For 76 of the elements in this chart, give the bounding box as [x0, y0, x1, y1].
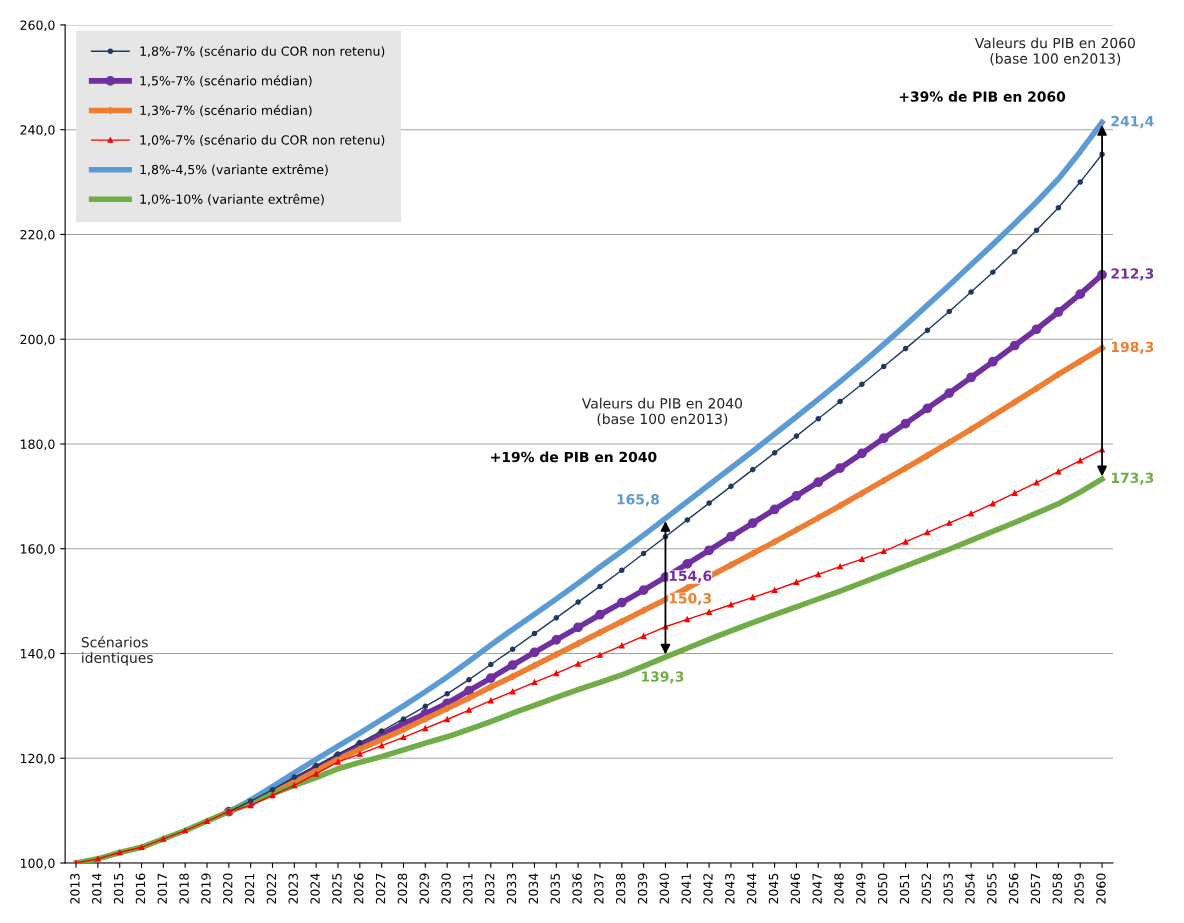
x-tick-label: 2033 — [506, 873, 517, 904]
annotation: +39% de PIB en 2060 — [899, 91, 1066, 102]
x-tick-label: 2024 — [310, 873, 320, 904]
x-tick-label: 2047 — [812, 873, 822, 904]
y-tick-label: 220,0 — [20, 229, 55, 241]
x-tick-label: 2021 — [244, 873, 255, 904]
annotation: 154,6 — [669, 570, 712, 583]
x-tick-label: 2040 — [659, 873, 670, 904]
annotation: 173,3 — [1111, 472, 1154, 485]
x-tick-label: 2013 — [70, 873, 80, 904]
x-tick-label: 2060 — [1096, 873, 1106, 904]
x-tick-label: 2030 — [441, 873, 451, 904]
legend-label: 1,0%-7% (scénario du COR non retenu) — [140, 134, 385, 147]
annotation: 212,3 — [1111, 268, 1154, 281]
x-tick-label: 2050 — [877, 873, 888, 904]
annotation: 165,8 — [617, 494, 660, 507]
x-tick-label: 2042 — [703, 873, 713, 904]
legend-label: 1,8%-7% (scénario du COR non retenu) — [140, 45, 385, 58]
x-tick-label: 2057 — [1030, 873, 1041, 904]
x-tick-label: 2046 — [790, 873, 801, 904]
x-tick-label: 2028 — [397, 873, 408, 904]
x-tick-label: 2051 — [899, 873, 910, 904]
x-tick-label: 2059 — [1074, 873, 1084, 904]
x-tick-label: 2023 — [288, 873, 298, 904]
annotation: Valeurs du PIB en 2040 (base 100 en2013) — [581, 397, 742, 426]
x-tick-label: 2014 — [92, 873, 102, 904]
x-tick-label: 2056 — [1008, 873, 1019, 904]
annotation: 198,3 — [1111, 341, 1154, 354]
y-tick-label: 260,0 — [20, 20, 55, 32]
x-tick-label: 2049 — [856, 873, 866, 904]
x-tick-label: 2048 — [834, 873, 844, 904]
x-tick-label: 2016 — [135, 873, 146, 904]
x-tick-label: 2034 — [528, 873, 539, 904]
x-tick-label: 2053 — [943, 873, 953, 904]
y-tick-label: 120,0 — [20, 753, 55, 765]
y-tick-label: 200,0 — [20, 334, 55, 346]
x-tick-label: 2037 — [594, 873, 604, 904]
x-tick-label: 2055 — [987, 873, 997, 904]
x-tick-label: 2052 — [921, 873, 932, 904]
y-tick-label: 180,0 — [20, 439, 55, 451]
x-tick-label: 2019 — [201, 873, 211, 904]
x-tick-label: 2018 — [179, 873, 189, 904]
y-tick-label: 160,0 — [20, 544, 55, 555]
x-tick-label: 2032 — [484, 873, 495, 904]
legend-label: 1,5%-7% (scénario médian) — [140, 75, 312, 87]
y-tick-label: 100,0 — [20, 858, 55, 870]
annotation: 139,3 — [642, 671, 684, 684]
x-tick-label: 2043 — [725, 873, 735, 904]
x-tick-label: 2036 — [572, 873, 582, 904]
annotation: 150,3 — [669, 593, 712, 606]
x-tick-label: 2038 — [615, 873, 626, 904]
x-tick-label: 2039 — [637, 873, 648, 904]
x-tick-label: 2026 — [354, 873, 364, 904]
x-tick-label: 2022 — [266, 873, 277, 904]
annotation: +19% de PIB en 2040 — [491, 451, 657, 463]
annotation: Scénarios identiques — [81, 636, 153, 666]
x-tick-label: 2027 — [375, 873, 386, 904]
legend-label: 1,3%-7% (scénario médian) — [140, 104, 312, 117]
x-tick-label: 2035 — [550, 873, 560, 904]
legend-label: 1,0%-10% (variante extrême) — [140, 193, 324, 206]
x-tick-label: 2029 — [419, 873, 429, 904]
x-tick-label: 2058 — [1052, 873, 1063, 904]
annotation: Valeurs du PIB en 2060 (base 100 en2013) — [974, 37, 1135, 66]
x-tick-label: 2017 — [157, 873, 167, 904]
x-tick-label: 2054 — [965, 873, 975, 904]
legend-label: 1,8%-4,5% (variante extrême) — [140, 164, 328, 176]
y-tick-label: 240,0 — [20, 125, 55, 136]
annotation: 241,4 — [1111, 115, 1154, 129]
x-tick-label: 2045 — [768, 873, 779, 904]
x-tick-label: 2025 — [332, 873, 342, 904]
y-tick-label: 140,0 — [20, 648, 55, 660]
x-tick-label: 2041 — [681, 873, 691, 904]
x-tick-label: 2015 — [113, 873, 124, 904]
x-tick-label: 2031 — [463, 873, 473, 904]
x-tick-label: 2044 — [746, 873, 757, 904]
x-tick-label: 2020 — [223, 873, 233, 904]
